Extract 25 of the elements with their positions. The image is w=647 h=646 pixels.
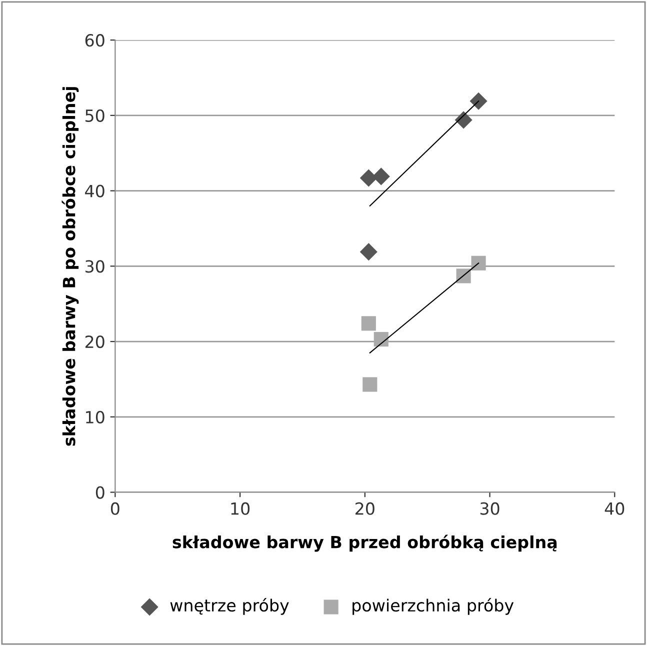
y-tick-label: 30 [86,260,104,273]
point [372,168,390,186]
y-tick-label: 40 [85,184,104,198]
point [361,316,376,331]
x-tick-label: 30 [480,502,500,515]
point [470,92,488,110]
legend-label: powierzchnia próby [352,598,514,615]
x-tick-label: 10 [231,502,250,515]
legend-label: wnętrze próby [170,598,289,615]
y-tick-label: 20 [85,335,104,348]
x-axis-title: składowe barwy B przed obróbką cieplną [172,534,557,552]
point [454,111,472,129]
x-tick-label: 20 [356,502,374,515]
y-tick-label: 10 [86,410,104,424]
y-axis-title: składowe barwy B po obróbce cieplnej [62,87,79,446]
x-tick-label: 0 [110,502,120,515]
y-tick-label: 60 [85,34,104,47]
point [360,169,378,187]
x-tick-label: 40 [604,502,624,515]
point [374,332,388,347]
point [360,243,378,261]
y-tick-label: 0 [96,486,104,499]
y-tick-label: 50 [86,109,104,122]
point [471,256,486,270]
point [362,377,378,392]
